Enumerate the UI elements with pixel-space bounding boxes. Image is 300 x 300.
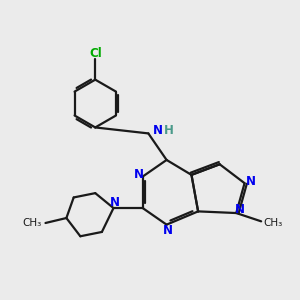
Text: CH₃: CH₃ bbox=[22, 218, 41, 228]
Text: N: N bbox=[235, 202, 245, 216]
Text: N: N bbox=[153, 124, 163, 137]
Text: N: N bbox=[163, 224, 173, 237]
Text: N: N bbox=[134, 168, 144, 182]
Text: Cl: Cl bbox=[89, 46, 102, 60]
Text: CH₃: CH₃ bbox=[263, 218, 282, 228]
Text: H: H bbox=[164, 124, 174, 137]
Text: N: N bbox=[110, 196, 120, 208]
Text: N: N bbox=[245, 175, 256, 188]
